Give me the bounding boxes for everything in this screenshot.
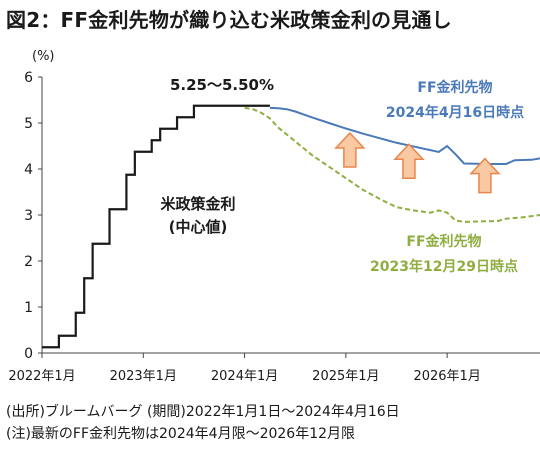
- footnote: (注)最新のFF金利先物は2024年4月限～2026年12月限: [6, 426, 356, 442]
- y-tick-label: 4: [24, 162, 33, 178]
- series-group: [42, 104, 540, 349]
- y-tick-label: 5: [24, 116, 33, 132]
- y-tick-label: 3: [24, 208, 33, 224]
- up-arrow-icon: [393, 143, 425, 179]
- x-tick-label: 2024年1月: [211, 369, 278, 384]
- chart-title: 図2：FF金利先物が織り込む米政策金利の見通し: [6, 8, 452, 32]
- axes-group: 0 1 2 3 4 5 6 2022年1月 2023年1月 2024年1月 2025年1月 2026年…: [8, 70, 540, 384]
- policy-rate-label: 米政策金利: [160, 195, 235, 213]
- arrows-group: [334, 131, 501, 194]
- up-arrow-icon: [469, 157, 501, 194]
- x-tick-label: 2022年1月: [8, 369, 75, 384]
- y-tick-label: 2: [24, 254, 33, 270]
- ff-futures-latest-line: [269, 106, 540, 165]
- y-tick-label: 1: [24, 300, 33, 316]
- chart-svg: 0 1 2 3 4 5 6 2022年1月 2023年1月 2024年1月 2025年1月 2026年…: [8, 70, 540, 384]
- policy-rate-line: [42, 104, 270, 349]
- y-tick-label: 0: [24, 346, 33, 362]
- y-tick-label: 6: [24, 70, 33, 86]
- annotations-group: 5.25～5.50% 米政策金利 (中心値) FF金利先物 2024年4月16日時点 FF…: [160, 76, 524, 275]
- policy-rate-sublabel: (中心値): [169, 218, 228, 236]
- up-arrow-icon: [334, 131, 366, 168]
- x-tick-label: 2023年1月: [110, 369, 177, 384]
- x-tick-label: 2025年1月: [312, 369, 379, 384]
- ff-old-sublabel: 2023年12月29日時点: [370, 258, 518, 275]
- ff-old-label: FF金利先物: [406, 233, 481, 250]
- ff-futures-old-line: [244, 106, 540, 223]
- ff-latest-label: FF金利先物: [417, 79, 492, 96]
- y-axis-unit-label: (%): [32, 49, 55, 64]
- ff-latest-sublabel: 2024年4月16日時点: [386, 104, 524, 121]
- source-note: (出所)ブルームバーグ (期間)2022年1月1日～2024年4月16日: [6, 404, 400, 420]
- peak-rate-label: 5.25～5.50%: [170, 76, 274, 94]
- x-tick-label: 2026年1月: [413, 369, 480, 384]
